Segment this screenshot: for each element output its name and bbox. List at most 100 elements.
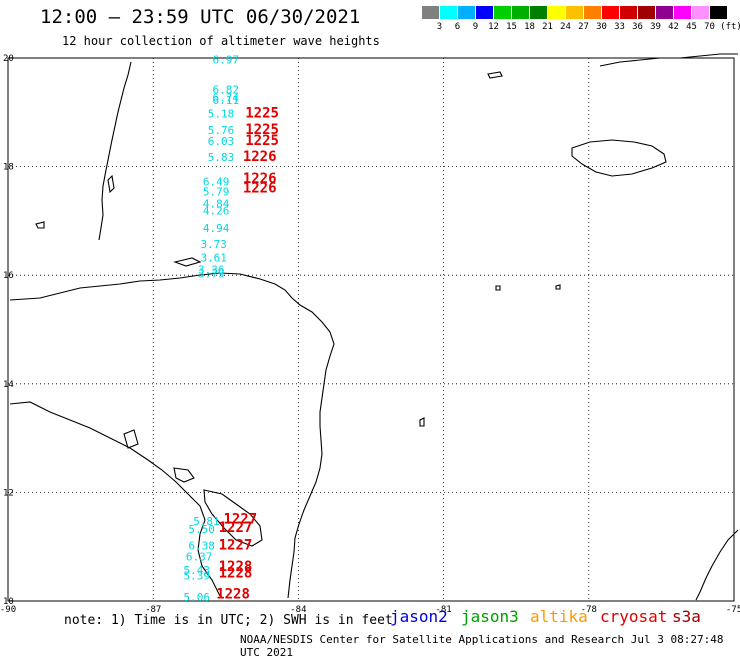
wave-height-value: 5.43: [184, 564, 211, 577]
legend-swatch: [656, 6, 673, 19]
legend-swatch: [620, 6, 637, 19]
island-caymans: [487, 71, 503, 79]
satellite-s3a: s3a: [672, 607, 701, 626]
legend-swatch: [548, 6, 565, 19]
satellite-altika: altika: [530, 607, 588, 626]
wave-height-value: 5.79: [203, 185, 230, 198]
satellite-jason3: jason3: [461, 607, 519, 626]
legend-label: 45: [686, 22, 697, 32]
island-reef-1: [35, 221, 45, 229]
pass-time-value: 1228: [219, 566, 253, 582]
legend-swatch: [602, 6, 619, 19]
wave-height-value: 5.50: [188, 523, 215, 536]
pass-time-value: 1227: [223, 511, 257, 527]
wave-height-value: 3.79: [198, 267, 225, 280]
wave-height-value: 5.39: [184, 569, 211, 582]
wave-height-value: 3.36: [198, 264, 225, 277]
pass-time-value: 1225: [245, 106, 279, 122]
island-cozumel: [107, 174, 115, 194]
legend-label: 30: [596, 22, 607, 32]
legend-label: 70: [704, 22, 715, 32]
pass-time-value: 1225: [245, 122, 279, 138]
wave-height-value: 6.97: [213, 53, 240, 66]
legend-swatch: [476, 6, 493, 19]
coastlines: [9, 53, 739, 601]
legend-swatch: [710, 6, 727, 19]
legend-label: 3: [436, 22, 443, 32]
wave-height-labels: 6.97 6.826.746.115.18 5.766.03 5.83 6.495.79…: [184, 53, 240, 604]
lon-tick-label: -78: [581, 605, 597, 615]
legend-swatch: [440, 6, 457, 19]
wave-height-value: 6.74: [213, 91, 240, 104]
pass-time-value: 1228: [219, 559, 253, 575]
island-reef-2: [123, 429, 139, 449]
pass-time-value: 1226: [243, 149, 277, 165]
legend-label: 15: [506, 22, 517, 32]
lat-tick-label: 18: [3, 163, 14, 173]
wave-height-value: 5.06: [184, 591, 211, 604]
pass-time-value: 1226: [243, 171, 277, 187]
legend-label: 42: [668, 22, 679, 32]
wave-height-value: 6.38: [188, 539, 215, 552]
legend-swatch: [566, 6, 583, 19]
map-frame: [7, 57, 735, 602]
pass-time-value: 1227: [219, 537, 253, 553]
legend-swatch: [512, 6, 529, 19]
wave-height-value: 4.84: [203, 197, 230, 210]
legend-label: 9: [472, 22, 479, 32]
lon-tick-label: -81: [435, 605, 451, 615]
pass-time-value: 1225: [245, 133, 279, 149]
lat-lon-grid: -90 -87 -84 -81 -78 -75 20 18 16 14 12 10: [0, 54, 740, 615]
legend-label: 6: [454, 22, 461, 32]
coast-yucatan: [98, 61, 132, 241]
lat-tick-label: 20: [3, 54, 14, 64]
pass-time-labels: 1225122512251226122612261227122712271228…: [216, 106, 279, 603]
legend-swatch: [458, 6, 475, 19]
pass-time-value: 1228: [216, 586, 250, 602]
legend-label: 18: [524, 22, 535, 32]
legend-label: 39: [650, 22, 661, 32]
wave-height-value: 6.37: [186, 550, 213, 563]
lon-tick-label: -84: [290, 605, 306, 615]
map-title: 12:00 – 23:59 UTC 06/30/2021: [40, 6, 361, 28]
units-note: note: 1) Time is in UTC; 2) SWH is in fe…: [64, 613, 393, 628]
legend-label: 21: [542, 22, 553, 32]
map-subtitle: 12 hour collection of altimeter wave hei…: [62, 34, 380, 48]
lat-tick-label: 12: [3, 488, 14, 498]
pass-time-value: 1226: [243, 181, 277, 197]
island-reef-4: [495, 285, 501, 291]
legend-swatch: [494, 6, 511, 19]
island-bay-islands: [173, 257, 202, 267]
wave-height-value: 5.18: [208, 108, 235, 121]
legend-label: 33: [614, 22, 625, 32]
island-swan: [555, 284, 561, 290]
legend-unit: (ft): [720, 22, 740, 32]
wave-height-value: 5.81: [193, 515, 220, 528]
legend-swatch: [422, 6, 439, 19]
coast-jamaica: [571, 139, 667, 177]
lat-tick-label: 14: [3, 380, 14, 390]
wave-height-value: 3.61: [200, 252, 227, 265]
island-reef-3: [419, 417, 425, 427]
wave-height-value: 6.82: [213, 83, 240, 96]
coast-cuba: [599, 53, 738, 67]
satellite-jason2: jason2: [390, 607, 448, 626]
lon-tick-label: -87: [145, 605, 161, 615]
legend-swatch: [530, 6, 547, 19]
wave-height-value: 5.76: [208, 124, 235, 137]
wave-height-value: 6.49: [203, 176, 230, 189]
wave-height-value: 4.26: [203, 204, 230, 217]
legend-label: 36: [632, 22, 643, 32]
coast-pacific: [9, 401, 221, 597]
legend-swatch: [584, 6, 601, 19]
lat-tick-label: 16: [3, 271, 14, 281]
legend-swatch: [692, 6, 709, 19]
wave-height-value: 6.03: [208, 135, 235, 148]
lat-tick-label: 10: [3, 597, 14, 607]
lake-nicaragua: [203, 489, 263, 547]
wave-height-value: 3.73: [200, 238, 227, 251]
lon-tick-label: -75: [726, 605, 740, 615]
pass-time-value: 1227: [219, 520, 253, 536]
coast-colombia: [695, 529, 739, 601]
